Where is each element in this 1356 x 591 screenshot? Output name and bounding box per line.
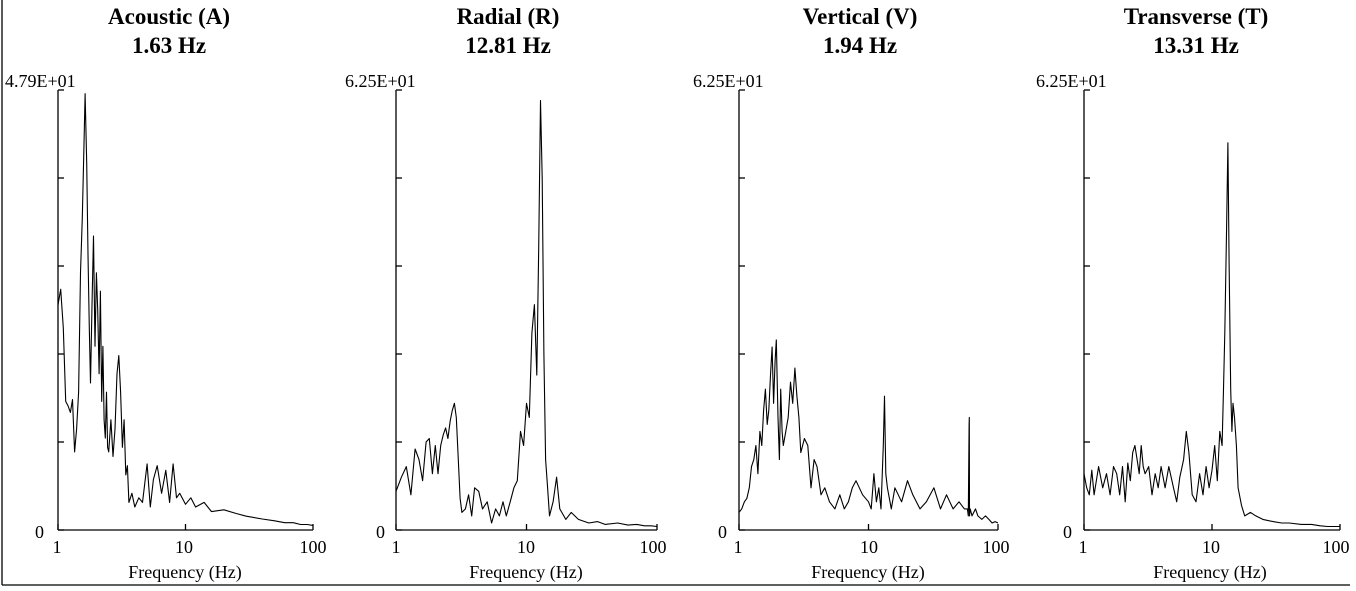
y-max-label: 4.79E+01	[5, 71, 76, 91]
x-tick-label: 1	[734, 537, 743, 557]
y-min-label: 0	[376, 522, 385, 542]
x-tick-label: 100	[1323, 537, 1350, 557]
y-min-label: 0	[1063, 522, 1072, 542]
x-tick-label: 1	[53, 537, 62, 557]
x-tick-label: 10	[517, 537, 535, 557]
x-tick-label: 10	[175, 537, 193, 557]
x-axis-label: Frequency (Hz)	[469, 562, 582, 583]
panel-axes	[395, 89, 658, 531]
y-max-label: 6.25E+01	[1036, 71, 1107, 91]
panel-vertical: Vertical (V) 1.94 Hz 6.25E+01 0 1 10 100…	[693, 4, 1010, 583]
panel-axes	[57, 89, 314, 531]
x-axis-label: Frequency (Hz)	[128, 562, 241, 583]
y-min-label: 0	[35, 522, 44, 542]
panel-trace	[57, 93, 314, 526]
panel-axes	[738, 89, 999, 531]
x-tick-label: 100	[300, 537, 327, 557]
panel-subtitle: 1.63 Hz	[132, 33, 206, 58]
x-tick-label: 10	[1202, 537, 1220, 557]
panel-subtitle: 13.31 Hz	[1153, 33, 1239, 58]
x-axis-label: Frequency (Hz)	[811, 562, 924, 583]
panel-trace	[738, 339, 999, 524]
x-tick-label: 1	[1079, 537, 1088, 557]
panel-axes	[1083, 89, 1341, 531]
spectrum-line	[1083, 142, 1340, 528]
x-tick-label: 1	[392, 537, 401, 557]
panel-subtitle: 1.94 Hz	[823, 33, 897, 58]
panel-title: Vertical (V)	[803, 4, 918, 29]
x-tick-label: 100	[983, 537, 1010, 557]
panel-title: Radial (R)	[457, 4, 560, 29]
x-tick-label: 10	[860, 537, 878, 557]
x-tick-label: 100	[640, 537, 667, 557]
panel-acoustic: Acoustic (A) 1.63 Hz 4.79E+01 0 1 10 100…	[5, 4, 327, 583]
panel-trace	[1083, 142, 1340, 528]
y-min-label: 0	[718, 522, 727, 542]
panel-trace	[395, 100, 658, 528]
panel-title: Transverse (T)	[1124, 4, 1269, 29]
spectrum-line	[57, 93, 314, 526]
x-axis-label: Frequency (Hz)	[1153, 562, 1266, 583]
y-max-label: 6.25E+01	[345, 71, 416, 91]
spectrum-line	[395, 100, 658, 528]
y-max-label: 6.25E+01	[693, 71, 764, 91]
panel-radial: Radial (R) 12.81 Hz 6.25E+01 0 1 10 100 …	[345, 4, 667, 583]
spectrum-line	[738, 339, 999, 524]
panel-subtitle: 12.81 Hz	[465, 33, 551, 58]
panel-transverse: Transverse (T) 13.31 Hz 6.25E+01 0 1 10 …	[1036, 4, 1350, 583]
panel-title: Acoustic (A)	[108, 4, 230, 29]
